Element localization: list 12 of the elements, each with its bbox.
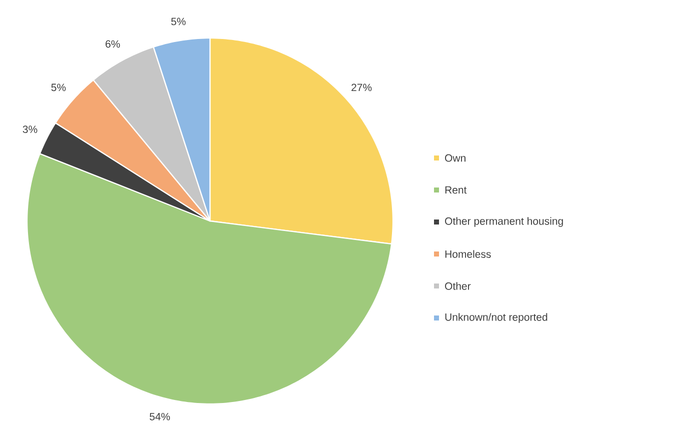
legend-label: Unknown/not reported xyxy=(445,313,548,323)
legend-label: Other permanent housing xyxy=(445,217,563,227)
data-label: 5% xyxy=(51,84,66,92)
data-label: 3% xyxy=(22,126,38,134)
data-label: 6% xyxy=(106,40,120,48)
data-label: 27% xyxy=(352,84,372,92)
data-label: 54% xyxy=(150,412,170,420)
legend-label: Own xyxy=(445,154,466,162)
legend-label: Rent xyxy=(445,186,467,194)
data-label: 5% xyxy=(171,18,186,26)
legend-label: Homeless xyxy=(445,250,491,258)
legend-label: Other xyxy=(445,282,471,290)
